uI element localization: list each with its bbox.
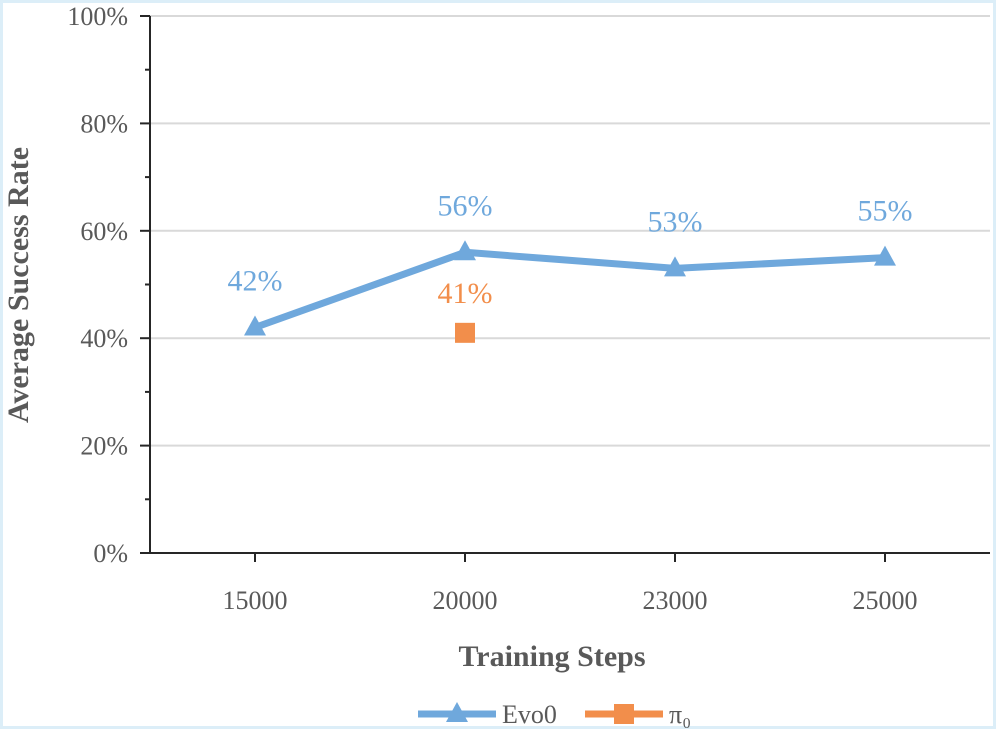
x-tick-label: 25000 — [853, 586, 918, 615]
legend-marker — [614, 704, 634, 724]
data-point — [874, 245, 896, 266]
data-point — [664, 256, 686, 277]
y-tick-label: 100% — [67, 2, 128, 31]
gridlines — [150, 15, 990, 447]
x-axis-title: Training Steps — [459, 640, 646, 673]
data-label: 41% — [438, 277, 493, 310]
y-tick-labels: 0% 20% 40% 60% 80% 100% — [67, 2, 128, 568]
data-label: 55% — [858, 195, 913, 228]
data-point — [454, 240, 476, 261]
legend-label: π₀ — [669, 700, 691, 729]
y-tick-label: 0% — [93, 539, 128, 568]
series-layer — [244, 240, 896, 343]
x-tick-label: 20000 — [433, 586, 498, 615]
data-label: 56% — [438, 189, 493, 222]
legend: Evo0 π₀ — [418, 700, 691, 729]
data-label: 53% — [648, 205, 703, 238]
x-tick-label: 15000 — [223, 586, 288, 615]
series-line-evo0 — [253, 248, 886, 331]
x-tick-labels: 15000 20000 23000 25000 — [223, 586, 918, 615]
axes — [140, 15, 990, 562]
data-point — [244, 315, 266, 336]
y-axis-title: Average Success Rate — [2, 147, 35, 423]
y-tick-label: 60% — [80, 217, 128, 246]
data-point — [455, 322, 475, 343]
data-labels: 42% 56% 53% 55% 41% — [228, 189, 913, 310]
data-label: 42% — [228, 264, 283, 297]
legend-marker — [446, 702, 468, 722]
legend-label: Evo0 — [502, 700, 557, 729]
y-tick-label: 40% — [80, 324, 128, 353]
y-tick-label: 20% — [80, 432, 128, 461]
x-tick-label: 23000 — [643, 586, 708, 615]
y-tick-label: 80% — [80, 109, 128, 138]
